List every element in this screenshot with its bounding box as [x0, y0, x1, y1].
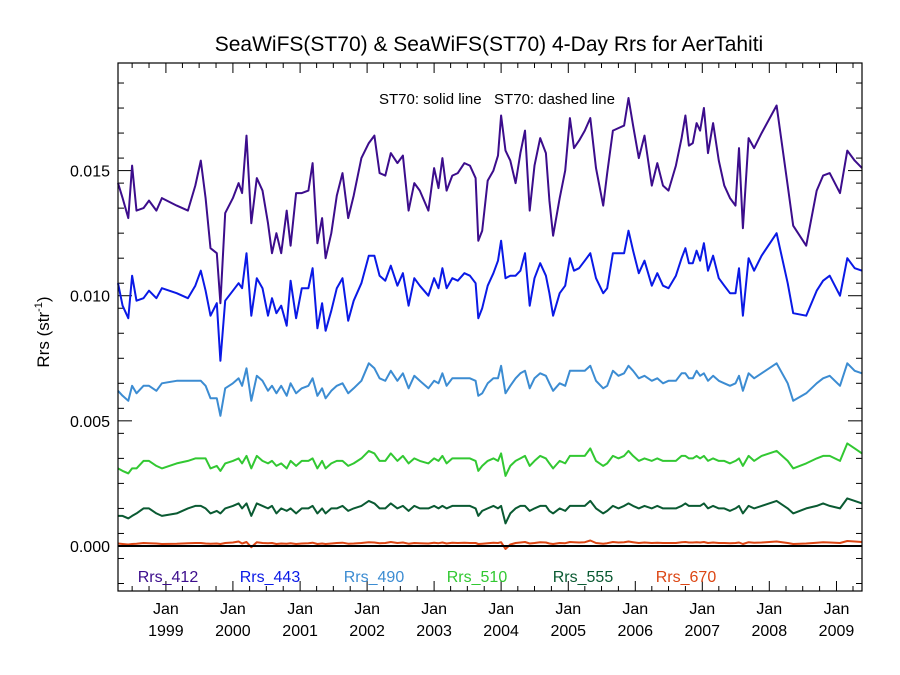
x-tick-month: Jan: [488, 601, 514, 618]
x-tick-month: Jan: [354, 601, 380, 618]
series-line-rrs-555: [118, 497, 863, 525]
x-tick-year: 2002: [349, 623, 385, 640]
y-axis-label-sup: -1: [33, 302, 45, 312]
x-tick-month: Jan: [824, 601, 850, 618]
y-axis-label-main: Rrs (str: [34, 312, 53, 368]
chart-title: SeaWiFS(ST70) & SeaWiFS(ST70) 4-Day Rrs …: [215, 33, 763, 56]
annotation: ST70: solid line ST70: dashed line: [379, 91, 615, 108]
x-tick-year: 2001: [282, 623, 318, 640]
x-tick-year: 2004: [483, 623, 519, 640]
x-tick-year: 1999: [148, 623, 184, 640]
x-tick-year: 2003: [416, 623, 452, 640]
x-tick-month: Jan: [555, 601, 581, 618]
x-tick-month: Jan: [421, 601, 447, 618]
y-tick-label: 0.000: [70, 539, 110, 556]
legend-item-rrs-670: Rrs_670: [656, 569, 717, 586]
x-tick-month: Jan: [287, 601, 313, 618]
series-line-rrs-412: [117, 97, 863, 305]
series-line-rrs-443: [117, 229, 863, 362]
legend-item-rrs-443: Rrs_443: [240, 569, 301, 586]
x-tick-year: 2008: [752, 623, 788, 640]
x-tick-month: Jan: [756, 601, 782, 618]
x-axis: Jan 1999 Jan 2000 Jan 2001 Jan 2002 Jan 2003 Jan 20…: [131, 63, 855, 640]
y-tick-label: 0.010: [70, 289, 110, 306]
legend-item-rrs-490: Rrs_490: [344, 569, 405, 586]
series-line-rrs-670: [117, 539, 863, 550]
legend-item-rrs-412: Rrs_412: [138, 569, 199, 586]
legend: Rrs_412 Rrs_443 Rrs_490 Rrs_510 Rrs_555 Rrs_6…: [138, 569, 717, 586]
y-axis-label-close: ): [34, 296, 53, 302]
x-tick-month: Jan: [220, 601, 246, 618]
y-tick-label: 0.015: [70, 164, 110, 181]
x-tick-year: 2007: [684, 623, 720, 640]
y-axis: 0.000 0.005 0.010 0.015: [70, 82, 862, 584]
plot-area: [117, 97, 863, 550]
plot-frame: [117, 62, 863, 592]
x-tick-year: 2000: [215, 623, 251, 640]
x-tick-month: Jan: [622, 601, 648, 618]
x-tick-month: Jan: [689, 601, 715, 618]
series-line-rrs-510: [117, 442, 863, 477]
legend-item-rrs-510: Rrs_510: [447, 569, 508, 586]
series-line-rrs-490: [117, 362, 863, 417]
legend-item-rrs-555: Rrs_555: [553, 569, 614, 586]
y-axis-label: Rrs (str-1): [33, 296, 53, 367]
x-tick-month: Jan: [153, 601, 179, 618]
x-tick-year: 2009: [819, 623, 855, 640]
x-tick-year: 2006: [617, 623, 653, 640]
x-tick-year: 2005: [550, 623, 586, 640]
y-tick-label: 0.005: [70, 414, 110, 431]
